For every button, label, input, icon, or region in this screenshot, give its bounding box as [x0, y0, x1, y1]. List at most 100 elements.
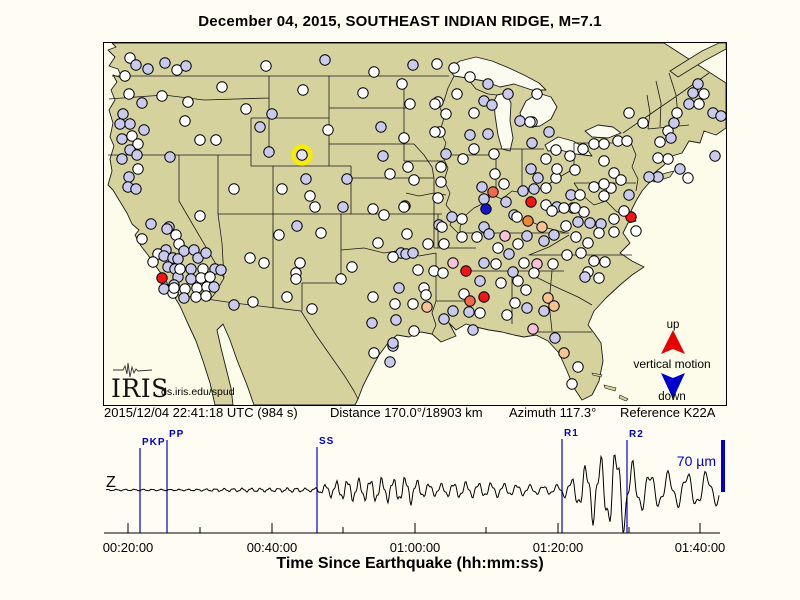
- station-dot: [281, 291, 293, 303]
- station-dot: [431, 58, 443, 70]
- station-dot: [489, 168, 501, 180]
- vertical-motion-legend: up vertical motion down: [633, 319, 710, 403]
- station-dot: [654, 136, 666, 148]
- station-dot: [482, 78, 494, 90]
- station-dot: [258, 257, 270, 269]
- station-dot: [161, 223, 173, 235]
- station-dot: [368, 66, 380, 78]
- station-dot: [456, 231, 468, 243]
- station-dot: [168, 282, 180, 294]
- station-dot: [457, 153, 469, 165]
- station-dot: [575, 247, 587, 259]
- amplitude-scale-bar: [721, 440, 725, 492]
- station-dot: [368, 347, 380, 359]
- station-dot: [471, 231, 483, 243]
- station-dot: [304, 190, 316, 202]
- station-dot: [156, 272, 168, 284]
- station-dot: [502, 88, 514, 100]
- station-dot: [501, 309, 513, 321]
- station-dot: [599, 256, 611, 268]
- station-dot: [598, 138, 610, 150]
- station-dot: [300, 173, 312, 185]
- station-dot: [156, 90, 168, 102]
- station-dot: [159, 57, 171, 69]
- station-dot: [487, 186, 499, 198]
- station-dot: [687, 87, 699, 99]
- station-dot: [579, 271, 591, 283]
- station-dot: [671, 107, 683, 119]
- station-dot: [572, 361, 584, 373]
- station-dot: [682, 172, 694, 184]
- station-dot: [216, 81, 228, 93]
- station-dot: [715, 110, 726, 122]
- station-dot: [526, 137, 538, 149]
- station-dot: [387, 337, 399, 349]
- station-dot: [499, 230, 511, 242]
- station-dot: [440, 108, 452, 120]
- station-dot: [561, 249, 573, 261]
- station-dot: [130, 59, 142, 71]
- station-dot: [478, 291, 490, 303]
- station-dot: [174, 263, 186, 275]
- phase-label-ss: SS: [319, 436, 334, 447]
- station-dot: [509, 297, 521, 309]
- station-dot: [608, 226, 620, 238]
- station-dot: [130, 183, 142, 195]
- reference-station: [291, 144, 313, 166]
- phase-label-r2: R2: [629, 429, 644, 440]
- station-dot: [384, 168, 396, 180]
- station-dot: [447, 305, 459, 317]
- station-dot: [495, 277, 507, 289]
- station-dot: [390, 314, 402, 326]
- station-dot: [290, 273, 302, 285]
- station-dot: [435, 176, 447, 188]
- reference-station-dot: [296, 149, 308, 161]
- station-dot: [145, 218, 157, 230]
- station-dot: [528, 267, 540, 279]
- station-dot: [408, 325, 420, 337]
- tick-label: 00:40:00: [247, 540, 298, 555]
- station-dot: [574, 189, 586, 201]
- station-dot: [652, 152, 664, 164]
- station-dot: [378, 209, 390, 221]
- station-dot: [709, 150, 721, 162]
- station-dot: [132, 138, 144, 150]
- station-dot: [432, 192, 444, 204]
- station-dot: [404, 98, 416, 110]
- station-dot: [560, 220, 572, 232]
- station-dot: [273, 229, 285, 241]
- station-dot: [291, 220, 303, 232]
- station-dot: [357, 87, 369, 99]
- station-dot: [460, 265, 472, 277]
- station-dot: [123, 88, 135, 100]
- station-dot: [335, 273, 347, 285]
- time-axis-ticks: 00:20:00 00:40:00 01:00:00 01:20:00 01:40:00: [103, 523, 725, 555]
- station-dot: [438, 238, 450, 250]
- station-dot: [402, 161, 414, 173]
- station-dot: [608, 213, 620, 225]
- station-dot: [474, 275, 486, 287]
- station-dot: [337, 201, 349, 213]
- station-dot: [244, 252, 256, 264]
- station-dot: [524, 116, 536, 128]
- maritime-land-sliver: [669, 43, 726, 78]
- station-dot: [200, 247, 212, 259]
- station-dot: [306, 303, 318, 315]
- station-dot: [389, 298, 401, 310]
- station-dot: [623, 189, 635, 201]
- station-dot: [436, 221, 448, 233]
- station-dot: [550, 144, 562, 156]
- station-dot: [538, 235, 550, 247]
- station-dot: [623, 107, 635, 119]
- iris-logo-seismogram-icon: [113, 362, 153, 378]
- station-dot: [407, 59, 419, 71]
- station-dot: [674, 163, 686, 175]
- station-dot: [588, 181, 600, 193]
- station-dot: [464, 71, 476, 83]
- station-dot: [438, 313, 450, 325]
- station-dot: [572, 216, 584, 228]
- station-dot: [598, 155, 610, 167]
- station-dot: [577, 143, 589, 155]
- z-component-label: Z: [106, 474, 116, 491]
